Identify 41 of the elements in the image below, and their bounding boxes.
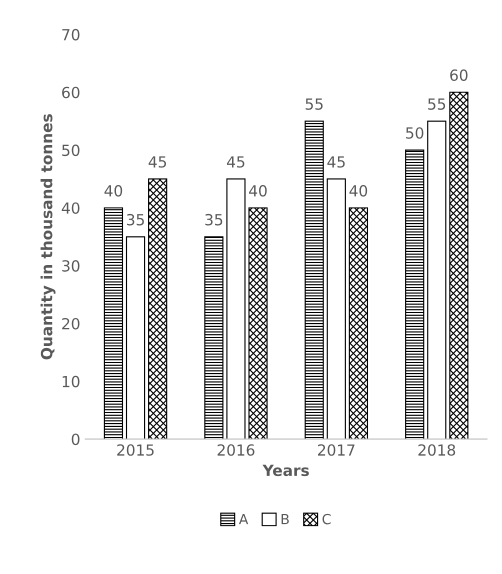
y-tick-label: 60 [62, 86, 80, 98]
bar [427, 120, 446, 440]
bar [248, 207, 268, 440]
legend-label: A [238, 514, 248, 524]
bar [405, 150, 424, 440]
data-label: 40 [349, 185, 368, 197]
bar [148, 178, 168, 440]
data-label: 50 [406, 127, 424, 139]
bar [326, 178, 346, 440]
data-label: 55 [428, 98, 446, 110]
y-tick-label: 0 [72, 434, 80, 446]
bar [449, 92, 468, 440]
data-label: 60 [450, 69, 468, 81]
bar [226, 178, 246, 440]
y-tick-label: 70 [62, 28, 80, 40]
bar [204, 236, 224, 440]
bar [304, 120, 324, 440]
y-tick-label: 30 [62, 260, 80, 272]
data-label: 35 [205, 214, 222, 226]
data-label: 45 [327, 156, 345, 168]
legend-label: C [322, 514, 331, 524]
y-axis-title: Quantity in thousand tonnes [40, 114, 56, 360]
x-tick-label: 2017 [318, 444, 354, 456]
x-tick-label: 2016 [218, 444, 254, 456]
legend-label: B [282, 514, 289, 524]
data-label: 45 [148, 156, 166, 168]
x-tick-label: 2018 [418, 444, 456, 456]
x-axis-title: Years [262, 464, 309, 476]
bar [348, 207, 368, 440]
data-label: 40 [249, 185, 267, 197]
x-tick-label: 2015 [117, 444, 154, 456]
y-tick-label: 40 [62, 202, 80, 214]
bar [126, 236, 146, 440]
data-label: 40 [104, 185, 122, 197]
y-tick-label: 50 [62, 144, 80, 156]
data-label: 55 [306, 98, 323, 110]
y-tick-label: 10 [62, 376, 80, 388]
data-label: 35 [126, 214, 144, 226]
data-label: 45 [226, 156, 244, 168]
y-tick-label: 20 [62, 318, 80, 330]
bar [104, 207, 124, 440]
